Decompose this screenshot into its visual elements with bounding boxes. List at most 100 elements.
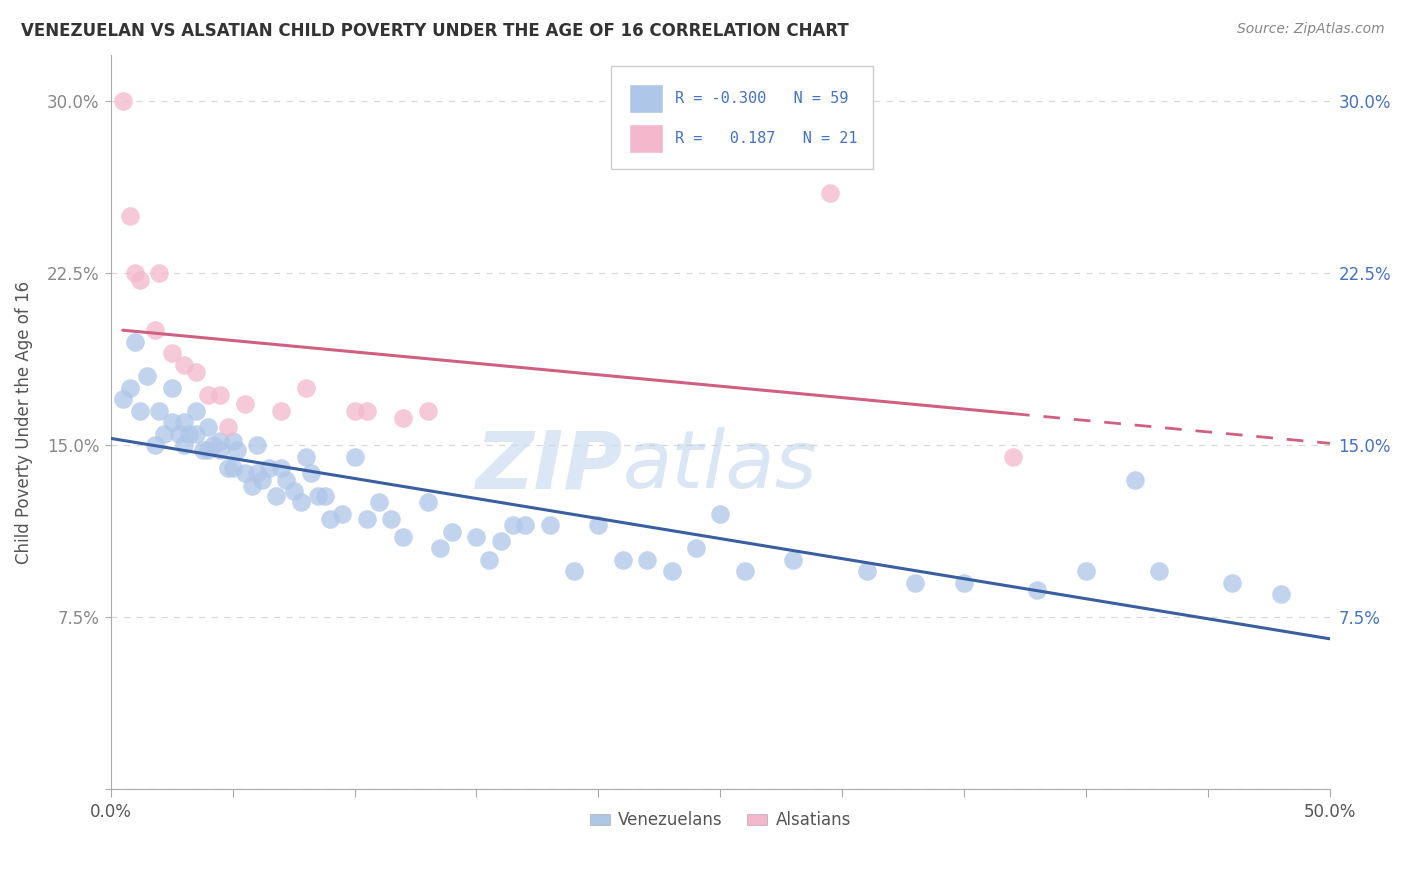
Point <box>136 369 159 384</box>
Point <box>120 381 142 395</box>
Point <box>319 511 342 525</box>
Point <box>307 489 329 503</box>
Point <box>221 434 243 448</box>
Point <box>709 507 731 521</box>
Point <box>184 403 207 417</box>
FancyBboxPatch shape <box>610 66 873 169</box>
Text: atlas: atlas <box>623 427 817 505</box>
Point <box>246 466 269 480</box>
Point <box>290 495 312 509</box>
Text: R = -0.300   N = 59: R = -0.300 N = 59 <box>675 91 849 106</box>
Point <box>173 438 195 452</box>
Point <box>1026 582 1049 597</box>
Point <box>217 419 239 434</box>
Point <box>734 564 756 578</box>
Point <box>489 534 512 549</box>
Point <box>173 415 195 429</box>
Point <box>217 461 239 475</box>
Point <box>177 426 200 441</box>
Point <box>270 461 292 475</box>
Point <box>299 466 322 480</box>
Point <box>294 450 316 464</box>
Point <box>226 442 249 457</box>
Point <box>209 434 232 448</box>
Point <box>143 323 166 337</box>
Point <box>356 403 378 417</box>
Point <box>356 511 378 525</box>
Point <box>197 419 219 434</box>
Point <box>1123 473 1146 487</box>
Point <box>314 489 336 503</box>
Point <box>380 511 402 525</box>
Point <box>233 466 256 480</box>
Point <box>562 564 585 578</box>
Point <box>661 564 683 578</box>
Y-axis label: Child Poverty Under the Age of 16: Child Poverty Under the Age of 16 <box>15 281 32 564</box>
Point <box>416 403 439 417</box>
Point <box>343 403 366 417</box>
Text: VENEZUELAN VS ALSATIAN CHILD POVERTY UNDER THE AGE OF 16 CORRELATION CHART: VENEZUELAN VS ALSATIAN CHILD POVERTY UND… <box>21 22 849 40</box>
Point <box>855 564 877 578</box>
Legend: Venezuelans, Alsatians: Venezuelans, Alsatians <box>583 805 858 836</box>
Point <box>128 273 150 287</box>
Point <box>1222 575 1244 590</box>
Point <box>367 495 389 509</box>
Point <box>202 438 225 452</box>
Point <box>257 461 280 475</box>
Point <box>209 442 232 457</box>
Text: Source: ZipAtlas.com: Source: ZipAtlas.com <box>1237 22 1385 37</box>
Point <box>246 438 269 452</box>
Point <box>160 381 183 395</box>
Bar <box>628 124 664 153</box>
Point <box>120 209 142 223</box>
Point <box>124 266 146 280</box>
Point <box>111 94 134 108</box>
Point <box>392 530 415 544</box>
Point <box>160 346 183 360</box>
Point <box>143 438 166 452</box>
Point <box>167 426 190 441</box>
Point <box>184 426 207 441</box>
Point <box>465 530 488 544</box>
Point <box>270 403 292 417</box>
Point <box>441 525 464 540</box>
Point <box>266 489 288 503</box>
Point <box>233 397 256 411</box>
Point <box>685 541 707 556</box>
Bar <box>628 84 664 112</box>
Text: ZIP: ZIP <box>475 427 623 505</box>
Point <box>330 507 353 521</box>
Point <box>160 415 183 429</box>
Point <box>1270 587 1292 601</box>
Point <box>283 483 305 498</box>
Point <box>904 575 927 590</box>
Point <box>124 334 146 349</box>
Point <box>111 392 134 407</box>
Point <box>1076 564 1098 578</box>
Point <box>538 518 561 533</box>
Point <box>515 518 537 533</box>
Point <box>1149 564 1171 578</box>
Text: R =   0.187   N = 21: R = 0.187 N = 21 <box>675 131 858 146</box>
Point <box>184 365 207 379</box>
Point <box>197 442 219 457</box>
Point <box>128 403 150 417</box>
Point <box>416 495 439 509</box>
Point <box>429 541 451 556</box>
Point <box>209 387 232 401</box>
Point <box>588 518 610 533</box>
Point <box>294 381 316 395</box>
Point <box>953 575 976 590</box>
Point <box>148 266 170 280</box>
Point <box>148 403 170 417</box>
Point <box>276 473 298 487</box>
Point <box>818 186 841 200</box>
Point <box>478 553 501 567</box>
Point <box>502 518 524 533</box>
Point <box>612 553 634 567</box>
Point <box>782 553 804 567</box>
Point <box>153 426 176 441</box>
Point <box>197 387 219 401</box>
Point <box>392 410 415 425</box>
Point <box>173 358 195 372</box>
